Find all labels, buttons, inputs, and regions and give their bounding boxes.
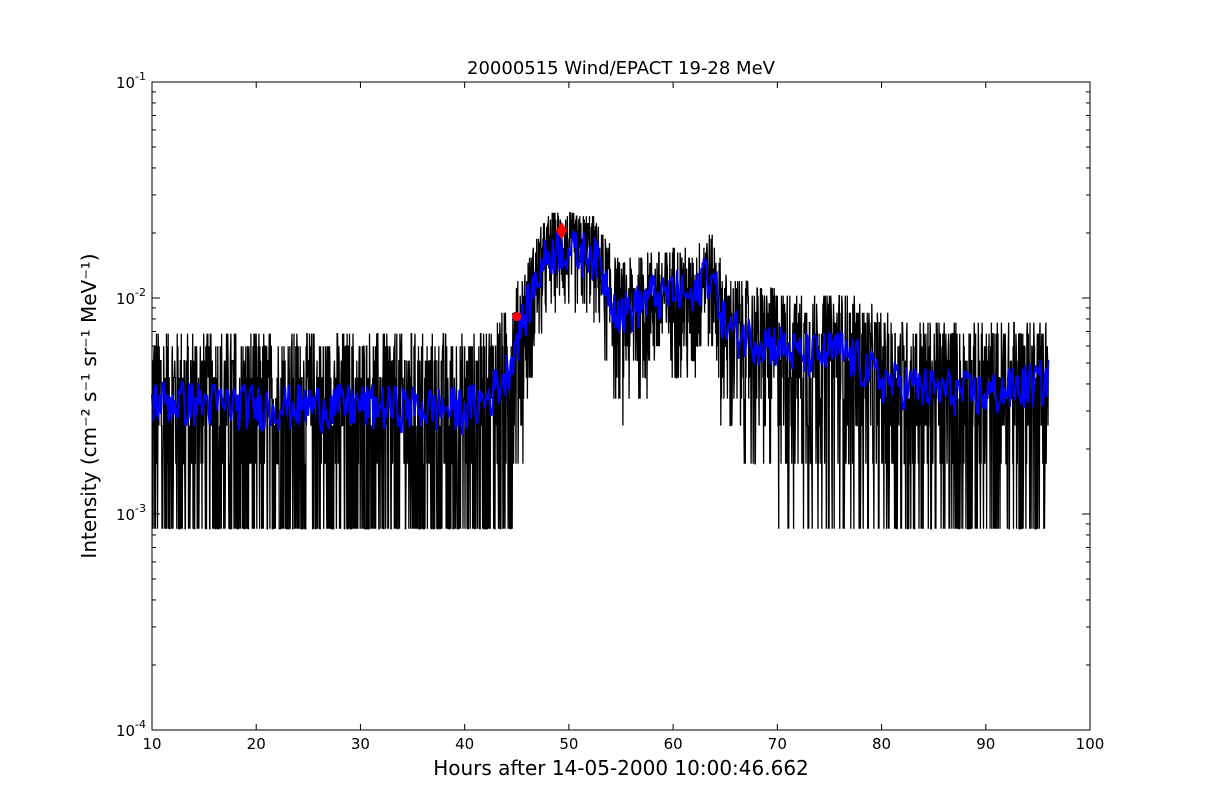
axes-frame <box>151 81 1091 731</box>
x-tick-label: 30 <box>351 735 370 753</box>
x-axis-label: Hours after 14-05-2000 10:00:46.662 <box>433 756 809 780</box>
y-tick-label: 10-2 <box>116 286 146 308</box>
x-tick-label: 80 <box>872 735 891 753</box>
x-tick-label: 60 <box>664 735 683 753</box>
y-tick-label: 10-3 <box>116 502 146 524</box>
chart-title: 20000515 Wind/EPACT 19-28 MeV <box>467 58 776 79</box>
marker-diamond <box>556 221 568 240</box>
x-tick-label: 10 <box>142 735 161 753</box>
plot-area <box>151 81 1091 731</box>
marker-circle <box>512 312 522 322</box>
x-tick-label: 90 <box>976 735 995 753</box>
marker-layer <box>512 221 568 322</box>
x-axis: 10 20 30 40 50 60 70 80 90 100 <box>142 82 1104 753</box>
x-tick-label: 50 <box>559 735 578 753</box>
y-tick-label: 10-4 <box>116 718 146 740</box>
series-raw-line <box>151 212 1049 530</box>
x-tick-label: 100 <box>1076 735 1105 753</box>
x-tick-label: 70 <box>768 735 787 753</box>
x-tick-label: 40 <box>455 735 474 753</box>
y-tick-label: 10-1 <box>116 70 146 92</box>
series-smoothed-line <box>151 230 1050 435</box>
y-axis-label: Intensity (cm⁻² s⁻¹ sr⁻¹ MeV⁻¹) <box>77 253 101 558</box>
y-axis: 10-4 10-3 10-2 10-1 <box>116 70 1090 740</box>
series-layer <box>151 212 1050 530</box>
x-tick-label: 20 <box>247 735 266 753</box>
